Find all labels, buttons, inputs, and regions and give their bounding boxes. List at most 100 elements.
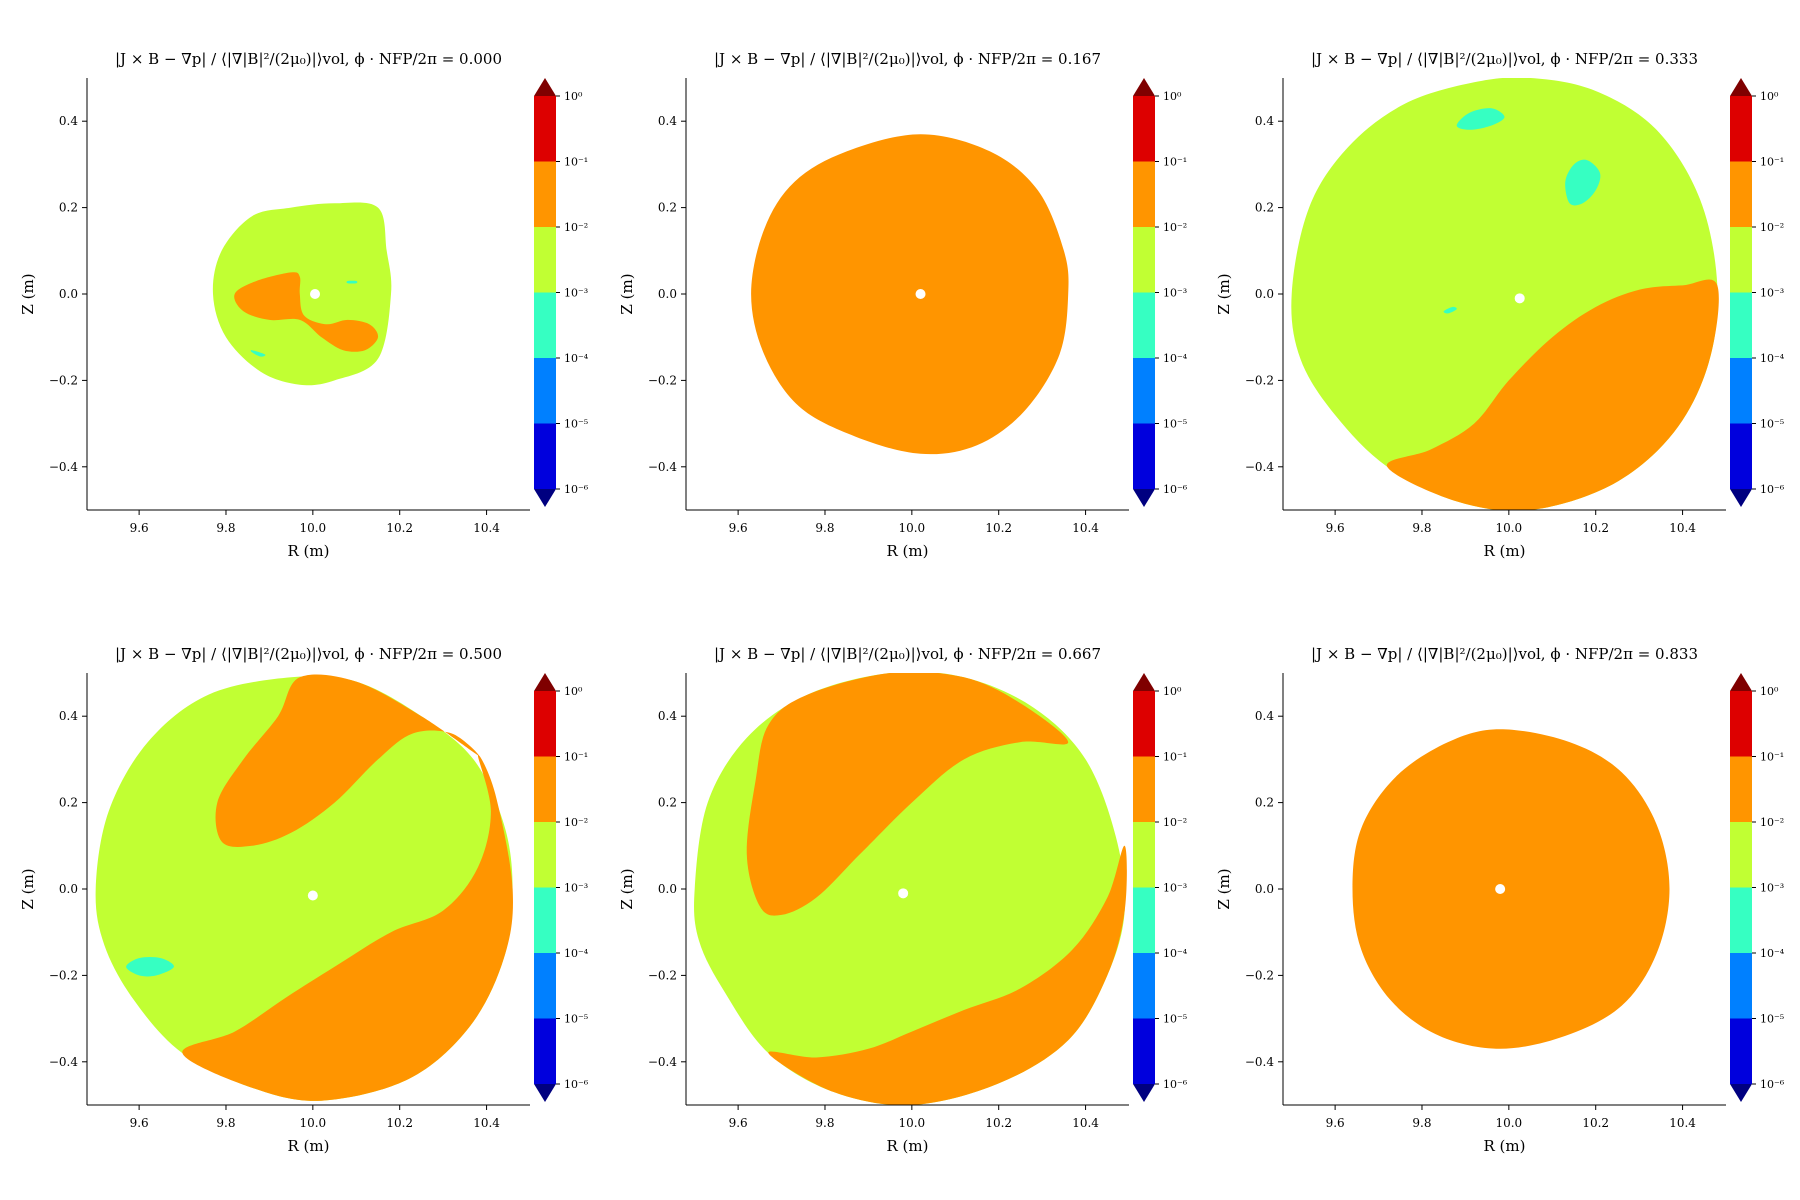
colorbar-tick-label: 10⁰	[1163, 90, 1182, 103]
colorbar-segment	[1730, 227, 1752, 293]
y-tick-label: −0.2	[49, 968, 78, 982]
x-tick-label: 10.2	[985, 1116, 1012, 1130]
colorbar-segment	[1730, 358, 1752, 424]
colorbar-segment	[1730, 423, 1752, 489]
colorbar-tick-label: 10⁻⁶	[1163, 483, 1188, 496]
colorbar-over-arrow	[534, 78, 556, 96]
x-tick-label: 9.6	[729, 521, 748, 535]
x-axis-label: R (m)	[288, 1137, 330, 1155]
y-tick-label: −0.4	[1245, 460, 1275, 474]
y-tick-label: 0.4	[59, 114, 78, 128]
y-tick-label: 0.4	[658, 709, 677, 723]
contour-regions	[1291, 78, 1719, 510]
y-tick-label: 0.0	[1255, 882, 1274, 896]
x-tick-label: 10.0	[1495, 1116, 1522, 1130]
x-tick-label: 10.0	[1495, 521, 1522, 535]
colorbar-tick-label: 10⁰	[1760, 685, 1779, 698]
colorbar-segment	[534, 887, 556, 953]
x-tick-label: 10.2	[386, 521, 413, 535]
y-tick-label: −0.4	[1245, 1055, 1275, 1069]
colorbar: 10⁻⁶ 10⁻⁵ 10⁻⁴ 10⁻³ 10⁻² 10⁻¹ 10⁰	[534, 673, 589, 1102]
colorbar-segment	[1730, 756, 1752, 822]
magnetic-axis-hole	[898, 888, 909, 899]
y-tick-label: −0.2	[648, 968, 677, 982]
colorbar-segment	[1133, 227, 1155, 293]
contour-region	[250, 350, 266, 357]
x-tick-label: 10.4	[1072, 521, 1099, 535]
colorbar-tick-label: 10⁻⁶	[564, 483, 589, 496]
x-tick-label: 10.0	[898, 1116, 925, 1130]
x-tick-label: 10.4	[1072, 1116, 1099, 1130]
colorbar-tick-label: 10⁻⁴	[1760, 947, 1785, 960]
panel-1: 9.6 9.8 10.0 10.2 10.4 −0.4 −0.2 0.0 0.2 0.4 R (m)…	[19, 50, 589, 560]
colorbar-segment	[534, 953, 556, 1019]
colorbar-tick-label: 10⁻¹	[564, 751, 588, 764]
colorbar-tick-label: 10⁻³	[564, 287, 588, 300]
colorbar-tick-label: 10⁰	[1760, 90, 1779, 103]
panel-title: |J × B − ∇p| / ⟨|∇|B|²/(2μ₀)|⟩vol, ϕ · N…	[115, 50, 502, 68]
colorbar-tick-label: 10⁻¹	[1760, 156, 1784, 169]
y-tick-label: 0.4	[658, 114, 677, 128]
colorbar-under-arrow	[1730, 489, 1752, 507]
panel-title: |J × B − ∇p| / ⟨|∇|B|²/(2μ₀)|⟩vol, ϕ · N…	[1311, 645, 1698, 663]
colorbar-tick-label: 10⁻²	[564, 221, 588, 234]
y-tick-label: 0.0	[1255, 287, 1274, 301]
colorbar-tick-label: 10⁰	[1163, 685, 1182, 698]
contour-region	[746, 673, 1069, 916]
x-tick-label: 9.8	[216, 521, 235, 535]
colorbar-segment	[1133, 953, 1155, 1019]
x-tick-label: 10.4	[473, 1116, 500, 1130]
y-tick-label: −0.2	[1245, 968, 1274, 982]
colorbar-tick-label: 10⁻²	[1163, 221, 1187, 234]
x-tick-label: 10.4	[1669, 1116, 1696, 1130]
colorbar-tick-label: 10⁻⁶	[1163, 1078, 1188, 1091]
x-tick-label: 9.6	[1326, 521, 1345, 535]
colorbar-segment	[534, 423, 556, 489]
panel-title: |J × B − ∇p| / ⟨|∇|B|²/(2μ₀)|⟩vol, ϕ · N…	[115, 645, 502, 663]
colorbar-segment	[1133, 96, 1155, 162]
contour-region	[126, 957, 174, 977]
magnetic-axis-hole	[1514, 293, 1525, 304]
panel-title: |J × B − ∇p| / ⟨|∇|B|²/(2μ₀)|⟩vol, ϕ · N…	[714, 50, 1101, 68]
colorbar-under-arrow	[534, 489, 556, 507]
colorbar-tick-label: 10⁻⁵	[1163, 418, 1187, 431]
colorbar-tick-label: 10⁻²	[1760, 816, 1784, 829]
x-tick-label: 10.2	[386, 1116, 413, 1130]
x-tick-label: 10.2	[1582, 1116, 1609, 1130]
contour-regions	[751, 134, 1069, 455]
y-tick-label: 0.2	[59, 796, 78, 810]
colorbar-tick-label: 10⁻³	[1163, 287, 1187, 300]
colorbar-tick-label: 10⁰	[564, 90, 583, 103]
x-tick-label: 9.8	[216, 1116, 235, 1130]
x-axis-label: R (m)	[887, 1137, 929, 1155]
colorbar-under-arrow	[1133, 489, 1155, 507]
y-axis-label: Z (m)	[1215, 273, 1233, 314]
colorbar-tick-label: 10⁻³	[564, 882, 588, 895]
y-tick-label: −0.4	[648, 460, 678, 474]
colorbar-under-arrow	[534, 1084, 556, 1102]
colorbar-tick-label: 10⁻³	[1163, 882, 1187, 895]
colorbar-tick-label: 10⁻⁵	[1760, 418, 1784, 431]
colorbar-tick-label: 10⁻¹	[1163, 156, 1187, 169]
x-tick-label: 9.8	[1412, 1116, 1431, 1130]
colorbar-over-arrow	[534, 673, 556, 691]
colorbar-tick-label: 10⁻¹	[1760, 751, 1784, 764]
contour-region	[346, 280, 358, 284]
x-tick-label: 10.0	[898, 521, 925, 535]
x-axis-label: R (m)	[1484, 542, 1526, 560]
colorbar-over-arrow	[1730, 673, 1752, 691]
colorbar-segment	[1133, 887, 1155, 953]
y-tick-label: 0.2	[1255, 201, 1274, 215]
magnetic-axis-hole	[307, 890, 318, 901]
colorbar-tick-label: 10⁻¹	[564, 156, 588, 169]
colorbar-tick-label: 10⁻³	[1760, 287, 1784, 300]
contour-regions	[95, 674, 513, 1101]
colorbar-over-arrow	[1730, 78, 1752, 96]
colorbar-tick-label: 10⁰	[564, 685, 583, 698]
colorbar-tick-label: 10⁻⁶	[1760, 1078, 1785, 1091]
panel-title: |J × B − ∇p| / ⟨|∇|B|²/(2μ₀)|⟩vol, ϕ · N…	[714, 645, 1101, 663]
colorbar-segment	[1730, 1018, 1752, 1084]
colorbar: 10⁻⁶ 10⁻⁵ 10⁻⁴ 10⁻³ 10⁻² 10⁻¹ 10⁰	[1133, 78, 1188, 507]
colorbar-tick-label: 10⁻⁴	[1163, 352, 1188, 365]
